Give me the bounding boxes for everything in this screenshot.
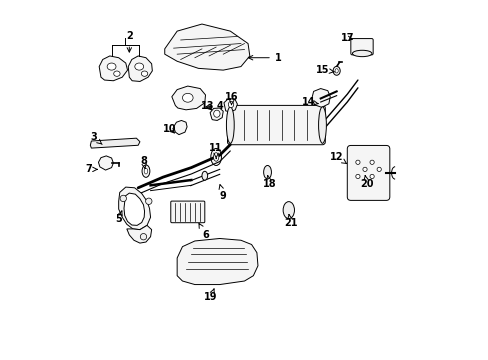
Ellipse shape bbox=[263, 166, 271, 179]
Text: 13: 13 bbox=[200, 100, 214, 111]
Circle shape bbox=[369, 174, 373, 179]
Polygon shape bbox=[173, 121, 187, 135]
Ellipse shape bbox=[144, 168, 147, 174]
FancyBboxPatch shape bbox=[227, 105, 325, 145]
Polygon shape bbox=[210, 108, 223, 121]
Ellipse shape bbox=[318, 107, 325, 143]
FancyBboxPatch shape bbox=[346, 145, 389, 201]
Text: 18: 18 bbox=[262, 175, 276, 189]
Polygon shape bbox=[119, 187, 150, 230]
Ellipse shape bbox=[226, 107, 234, 143]
Text: 3: 3 bbox=[90, 132, 102, 144]
Text: 4: 4 bbox=[205, 100, 223, 111]
Text: 19: 19 bbox=[203, 289, 217, 302]
Polygon shape bbox=[124, 193, 144, 225]
Text: 1: 1 bbox=[248, 53, 281, 63]
Polygon shape bbox=[99, 56, 127, 81]
Ellipse shape bbox=[135, 63, 143, 70]
Text: 11: 11 bbox=[209, 143, 223, 159]
Text: 5: 5 bbox=[115, 211, 122, 224]
Text: 2: 2 bbox=[126, 31, 132, 52]
Ellipse shape bbox=[352, 50, 371, 57]
Ellipse shape bbox=[213, 153, 218, 161]
Circle shape bbox=[376, 167, 381, 171]
Ellipse shape bbox=[141, 71, 147, 76]
Polygon shape bbox=[177, 238, 258, 284]
Ellipse shape bbox=[210, 148, 221, 166]
Circle shape bbox=[145, 198, 152, 204]
Text: 6: 6 bbox=[199, 224, 208, 240]
Circle shape bbox=[140, 234, 146, 240]
Polygon shape bbox=[90, 138, 140, 148]
Text: 20: 20 bbox=[359, 175, 373, 189]
Text: 7: 7 bbox=[85, 165, 98, 174]
Polygon shape bbox=[171, 86, 205, 110]
Ellipse shape bbox=[213, 110, 220, 117]
Text: 21: 21 bbox=[283, 215, 297, 228]
Polygon shape bbox=[311, 89, 329, 107]
Circle shape bbox=[355, 160, 359, 165]
Ellipse shape bbox=[228, 101, 233, 108]
Circle shape bbox=[369, 160, 373, 165]
Circle shape bbox=[120, 195, 126, 202]
Ellipse shape bbox=[332, 66, 340, 75]
Ellipse shape bbox=[334, 69, 338, 73]
Polygon shape bbox=[224, 99, 237, 112]
Circle shape bbox=[355, 174, 359, 179]
Ellipse shape bbox=[283, 202, 294, 219]
Text: 8: 8 bbox=[140, 156, 146, 168]
Polygon shape bbox=[126, 225, 151, 243]
Circle shape bbox=[362, 167, 366, 171]
Text: 14: 14 bbox=[301, 97, 318, 107]
Text: 9: 9 bbox=[219, 185, 226, 201]
Text: 16: 16 bbox=[225, 92, 238, 105]
FancyBboxPatch shape bbox=[350, 39, 372, 55]
Text: 17: 17 bbox=[340, 33, 353, 43]
Text: 10: 10 bbox=[163, 123, 177, 134]
Ellipse shape bbox=[114, 71, 120, 76]
Polygon shape bbox=[98, 156, 113, 170]
Ellipse shape bbox=[182, 93, 193, 102]
Text: 15: 15 bbox=[315, 65, 334, 75]
Ellipse shape bbox=[202, 171, 207, 180]
Text: 12: 12 bbox=[329, 152, 346, 163]
FancyBboxPatch shape bbox=[170, 201, 204, 223]
Polygon shape bbox=[128, 56, 152, 81]
Ellipse shape bbox=[107, 63, 116, 70]
Ellipse shape bbox=[142, 165, 149, 177]
Polygon shape bbox=[164, 24, 249, 70]
